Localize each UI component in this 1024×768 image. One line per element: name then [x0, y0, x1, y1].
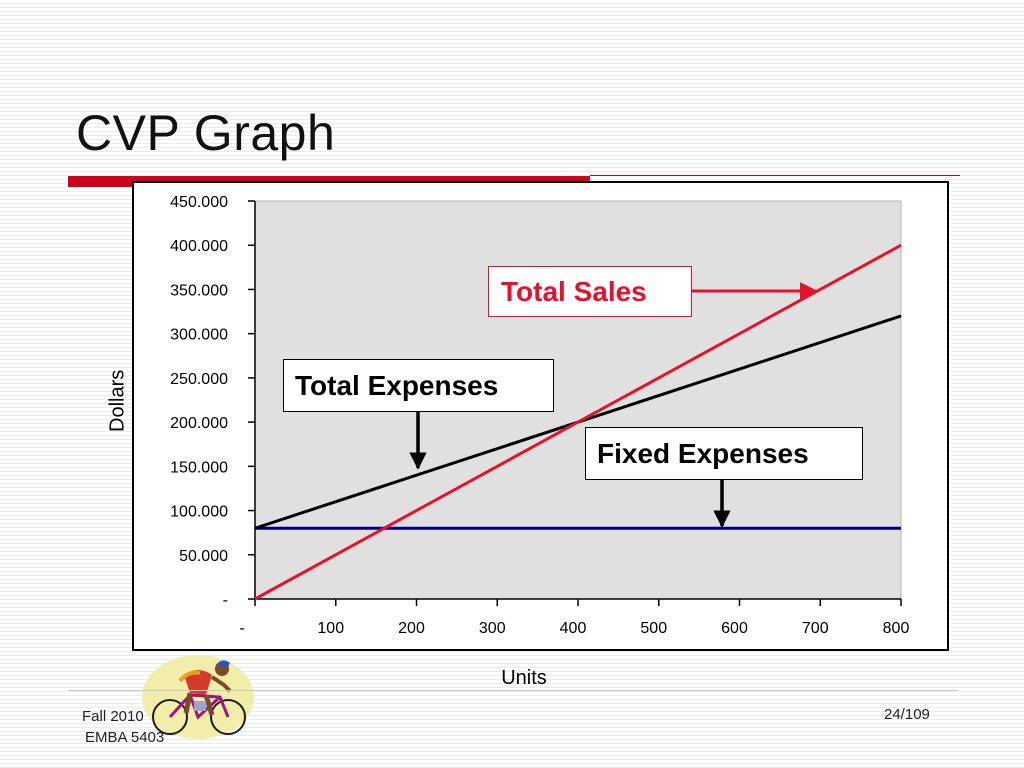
x-tick-label: - [239, 620, 244, 637]
y-tick-label: 300.000 [170, 327, 228, 344]
x-tick-label: 500 [640, 620, 667, 637]
total-sales-line [254, 243, 902, 601]
x-tick-label: 200 [398, 620, 425, 637]
footer-program: EMBA 5403 [85, 729, 165, 746]
y-tick-label: - [223, 592, 228, 609]
y-tick-label: 450.000 [170, 194, 228, 211]
y-tick-label: 250.000 [170, 371, 228, 388]
x-tick-label: 400 [560, 620, 587, 637]
series-lines [254, 243, 902, 601]
x-tick-label: 600 [721, 620, 748, 637]
x-tick-label: 800 [883, 620, 910, 637]
y-tick-label: 350.000 [170, 282, 228, 299]
axes [248, 200, 902, 606]
y-axis-label: Dollars [106, 369, 129, 432]
total-expenses-callout: Total Expenses [283, 359, 554, 412]
footer-left: Fall 2010 EMBA 5403 [82, 706, 164, 748]
y-tick-label: 400.000 [170, 238, 228, 255]
footer-course: Fall 2010 [82, 708, 144, 725]
footer-divider [68, 690, 958, 691]
slide-title: CVP Graph [76, 105, 336, 161]
tick-labels: - 50.000 100.000 150.000 200.000 250.000 300.0… [170, 194, 909, 637]
y-tick-label: 150.000 [170, 459, 228, 476]
x-tick-label: 700 [802, 620, 829, 637]
fixed-expenses-callout: Fixed Expenses [585, 427, 863, 480]
cyclist-clipart-icon [142, 655, 254, 739]
page-number: 24/109 [884, 706, 930, 723]
title-underline-rule [590, 175, 960, 176]
x-axis-label: Units [501, 667, 547, 689]
y-tick-label: 50.000 [179, 548, 228, 565]
total-sales-callout: Total Sales [488, 266, 692, 317]
y-tick-label: 200.000 [170, 415, 228, 432]
x-tick-label: 300 [479, 620, 506, 637]
y-tick-label: 100.000 [170, 504, 228, 521]
x-tick-label: 100 [317, 620, 344, 637]
